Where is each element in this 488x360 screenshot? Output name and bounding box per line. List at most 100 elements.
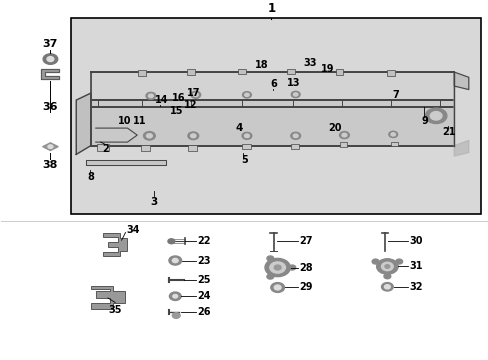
Circle shape	[172, 313, 180, 318]
Circle shape	[270, 283, 284, 292]
Circle shape	[384, 265, 389, 268]
Text: 12: 12	[184, 100, 197, 110]
Bar	[390, 142, 397, 146]
Bar	[138, 70, 146, 76]
Text: 6: 6	[270, 79, 277, 89]
Bar	[335, 69, 343, 75]
Text: 23: 23	[197, 256, 210, 266]
Circle shape	[269, 262, 285, 273]
Circle shape	[266, 256, 273, 261]
Text: 19: 19	[320, 63, 333, 73]
Text: 3: 3	[150, 197, 158, 207]
Circle shape	[381, 262, 392, 271]
Circle shape	[48, 145, 53, 148]
Text: 5: 5	[241, 155, 247, 165]
Text: 35: 35	[108, 305, 122, 315]
Text: 18: 18	[254, 60, 268, 70]
Polygon shape	[453, 72, 468, 156]
Text: 29: 29	[299, 283, 312, 292]
Circle shape	[293, 93, 297, 96]
Polygon shape	[76, 93, 91, 154]
Circle shape	[376, 259, 397, 274]
Text: 9: 9	[421, 116, 427, 126]
Circle shape	[291, 91, 300, 98]
Bar	[141, 145, 150, 151]
Text: 7: 7	[391, 90, 398, 100]
Circle shape	[168, 256, 181, 265]
Circle shape	[146, 134, 152, 138]
Polygon shape	[103, 233, 127, 256]
Circle shape	[390, 133, 395, 136]
Bar	[386, 70, 394, 76]
Bar	[290, 144, 298, 149]
Polygon shape	[91, 286, 125, 309]
Text: 24: 24	[197, 291, 210, 301]
Circle shape	[193, 93, 198, 96]
Polygon shape	[42, 143, 58, 150]
Circle shape	[242, 92, 251, 98]
Circle shape	[169, 292, 181, 301]
Text: 28: 28	[299, 262, 313, 273]
Circle shape	[290, 132, 300, 139]
Text: 14: 14	[155, 95, 168, 105]
Circle shape	[381, 283, 392, 291]
Circle shape	[143, 132, 155, 140]
Circle shape	[244, 93, 248, 96]
Text: 33: 33	[303, 58, 316, 68]
Text: 34: 34	[126, 225, 140, 235]
Circle shape	[264, 258, 290, 276]
Text: 15: 15	[169, 105, 183, 116]
Polygon shape	[86, 159, 166, 165]
Circle shape	[339, 132, 348, 139]
Text: 36: 36	[42, 102, 58, 112]
Circle shape	[148, 94, 153, 98]
Bar	[238, 69, 245, 75]
Circle shape	[274, 285, 281, 290]
Bar	[339, 143, 346, 147]
Circle shape	[274, 265, 281, 270]
Bar	[71, 18, 480, 214]
Circle shape	[146, 93, 156, 99]
Text: 11: 11	[133, 116, 146, 126]
Text: 30: 30	[408, 236, 422, 246]
Circle shape	[293, 134, 298, 138]
Circle shape	[167, 239, 174, 244]
Text: 21: 21	[442, 127, 455, 136]
Circle shape	[244, 134, 249, 138]
Circle shape	[383, 274, 390, 279]
Text: 22: 22	[197, 236, 210, 246]
Circle shape	[172, 258, 178, 262]
Circle shape	[43, 54, 58, 64]
Circle shape	[190, 91, 200, 98]
Text: 2: 2	[102, 144, 109, 154]
Bar	[286, 69, 294, 75]
Text: 26: 26	[197, 307, 210, 317]
Text: 27: 27	[299, 236, 312, 246]
Circle shape	[371, 259, 378, 264]
Text: 8: 8	[87, 172, 94, 182]
Bar	[188, 145, 197, 151]
Text: 25: 25	[197, 275, 210, 285]
Text: 10: 10	[118, 116, 131, 126]
Text: 32: 32	[408, 282, 422, 292]
Circle shape	[395, 259, 402, 264]
Circle shape	[288, 265, 295, 270]
Text: 16: 16	[172, 93, 185, 103]
Text: 1: 1	[267, 2, 275, 15]
Circle shape	[384, 285, 389, 289]
Polygon shape	[41, 69, 59, 79]
Text: 4: 4	[235, 123, 243, 133]
Bar	[97, 144, 109, 151]
Circle shape	[190, 134, 196, 138]
Circle shape	[242, 132, 251, 139]
Bar	[186, 69, 194, 75]
Text: 31: 31	[408, 261, 422, 271]
Polygon shape	[91, 72, 453, 107]
Text: 37: 37	[42, 39, 58, 49]
Circle shape	[388, 131, 397, 138]
Bar	[242, 144, 250, 149]
Text: 17: 17	[186, 88, 200, 98]
Circle shape	[341, 133, 346, 137]
Circle shape	[429, 112, 441, 120]
Polygon shape	[91, 100, 453, 145]
